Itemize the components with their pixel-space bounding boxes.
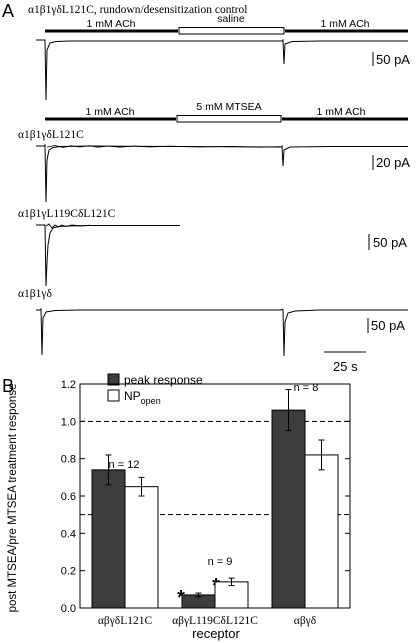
trace-1-noise [46,145,281,148]
trace-2-label: α1β1γL119CδL121C [18,208,116,220]
trace-2-noise [45,223,91,229]
ach-bar-1-label: 1 mM ACh [86,18,135,30]
y-tick-label: 0.2 [61,566,76,578]
x-axis-title: receptor [192,626,240,641]
saline-bar-label: saline [217,13,245,25]
y-tick-label: 1.2 [61,379,76,391]
trace-3 [36,307,408,357]
legend-swatch-np [107,389,120,402]
mtsea-bar [176,115,282,123]
x-tick-label: αβγδL121C [98,615,153,627]
y-tick-label: 0.6 [61,491,76,503]
ach-bar-2-label: 1 mM ACh [320,18,369,30]
control-title: α1β1γδL121C, rundown/desensitization con… [28,4,247,16]
legend-label-peak: peak response [124,373,203,387]
n-label-3: n = 8 [294,382,319,394]
trace-3-label: α1β1γδ [18,288,52,300]
bar-peak [91,469,126,609]
y-tick-label: 0.0 [61,603,76,615]
legend-swatch-peak [107,373,120,386]
trace-1-label: α1β1γδL121C [18,129,84,141]
n-label-1: n = 12 [109,459,140,471]
trace-2-scale-label: 50 pA [373,235,407,250]
control-trace [36,38,408,101]
x-tick-label: αβγδ [294,615,316,627]
ach-bar-3-label: 1 mM ACh [85,106,134,118]
bar-np-open [304,454,339,609]
y-tick-label: 0.4 [61,528,76,540]
significance-star-1: * [177,587,185,609]
n-label-2: n = 9 [208,556,233,568]
bar-peak [271,409,306,609]
x-tick-label: αβγL119CδL121C [172,615,258,627]
trace-3-scale-label: 50 pA [371,318,405,333]
bar-np-open [214,581,249,609]
time-scale-label: 25 s [333,359,358,374]
trace-1 [36,143,408,203]
bar-chart: post MTSEA/pre MTSEA treatment response … [7,373,351,641]
trace-1-scale-label: 20 pA [376,155,410,170]
saline-bar [178,27,285,35]
ach-bar-4-label: 1 mM ACh [316,106,365,118]
legend-label-np: NPopen [124,389,161,406]
control-scale-label: 50 pA [376,52,410,67]
trace-2 [36,224,180,287]
y-axis-title: post MTSEA/pre MTSEA treatment response [7,384,19,613]
panel-a-label: A [2,1,14,21]
y-tick-label: 0.8 [61,454,76,466]
mtsea-bar-label: 5 mM MTSEA [196,101,261,113]
bar-np-open [124,486,159,609]
panel-b-label: B [2,376,14,396]
y-tick-label: 1.0 [61,416,76,428]
